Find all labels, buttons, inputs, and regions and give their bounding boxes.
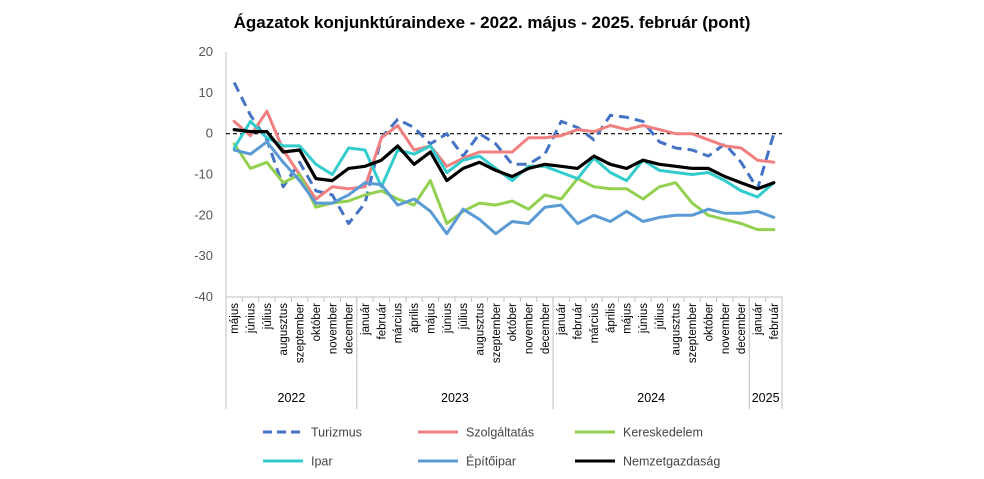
x-tick-label-10: március: [393, 303, 405, 344]
x-tick-label-19: december: [540, 303, 552, 354]
x-tick-label-22: március: [589, 303, 601, 344]
x-tick-label-0: május: [229, 303, 241, 334]
x-tick-label-2: július: [262, 303, 274, 330]
x-tick-label-29: október: [703, 303, 715, 342]
y-tick-label-6: -40: [194, 289, 213, 304]
x-tick-label-20: január: [556, 303, 568, 336]
x-tick-label-6: november: [327, 303, 339, 354]
x-tick-label-28: szeptember: [687, 303, 699, 363]
x-tick-label-11: április: [409, 303, 421, 333]
x-tick-label-25: június: [638, 303, 650, 334]
x-tick-label-7: december: [344, 303, 356, 354]
x-tick-label-4: szeptember: [295, 303, 307, 363]
series-line-szolgaltatas: [232, 109, 776, 201]
x-tick-label-33: február: [769, 303, 781, 340]
x-tick-label-5: október: [311, 303, 323, 342]
x-tick-label-13: június: [442, 303, 454, 334]
y-tick-label-4: -20: [194, 207, 213, 222]
x-tick-label-30: november: [720, 303, 732, 354]
legend-label-ipar: Ipar: [311, 455, 333, 469]
legend-label-kereskedelem: Kereskedelem: [623, 426, 703, 440]
x-tick-label-15: augusztus: [474, 303, 486, 356]
x-tick-label-17: október: [507, 303, 519, 342]
x-tick-label-31: december: [736, 303, 748, 354]
x-tick-label-12: május: [425, 303, 437, 334]
x-axis: május június július augusztus szeptember októ…: [225, 52, 783, 409]
x-tick-label-9: február: [376, 303, 388, 340]
series-line-kereskedelem: [232, 142, 776, 232]
legend-label-epitoipar: Építőipar: [466, 454, 516, 469]
x-tick-label-21: február: [573, 303, 585, 340]
legend-label-szolgaltatas: Szolgáltatás: [466, 426, 534, 440]
x-tick-label-16: szeptember: [491, 303, 503, 363]
legend-label-turizmus: Turizmus: [311, 426, 362, 440]
series-line-epitoipar: [232, 140, 776, 236]
x-tick-label-26: július: [654, 303, 666, 330]
x-tick-label-14: július: [458, 303, 470, 330]
x-tick-label-24: május: [622, 303, 634, 334]
year-label-2023: 2023: [441, 391, 469, 405]
series-line-nemzetgazdasag: [232, 128, 776, 191]
y-tick-label-5: -30: [194, 248, 213, 263]
legend-label-nemzetgazdasag: Nemzetgazdaság: [623, 455, 720, 469]
x-tick-label-3: augusztus: [278, 303, 290, 356]
y-tick-label-0: 20: [199, 44, 213, 59]
y-tick-label-1: 10: [199, 85, 213, 100]
y-tick-label-2: 0: [206, 126, 213, 141]
y-axis: 20 10 0 -10 -20 -30 -40: [194, 44, 213, 304]
x-tick-label-1: június: [246, 303, 258, 334]
chart-title: Ágazatok konjunktúraindexe - 2022. május…: [234, 13, 751, 32]
year-label-2024: 2024: [637, 391, 665, 405]
x-tick-label-32: január: [752, 303, 764, 336]
y-tick-label-3: -10: [194, 167, 213, 182]
year-label-2025: 2025: [752, 391, 780, 405]
x-tick-label-23: április: [605, 303, 617, 333]
x-tick-label-18: november: [524, 303, 536, 354]
x-tick-label-27: augusztus: [671, 303, 683, 356]
legend: Turizmus Szolgáltatás Kereskedelem Ipar Épít…: [263, 426, 720, 469]
x-tick-label-8: január: [360, 303, 372, 336]
year-label-2022: 2022: [278, 391, 306, 405]
series-layer: [226, 81, 782, 236]
